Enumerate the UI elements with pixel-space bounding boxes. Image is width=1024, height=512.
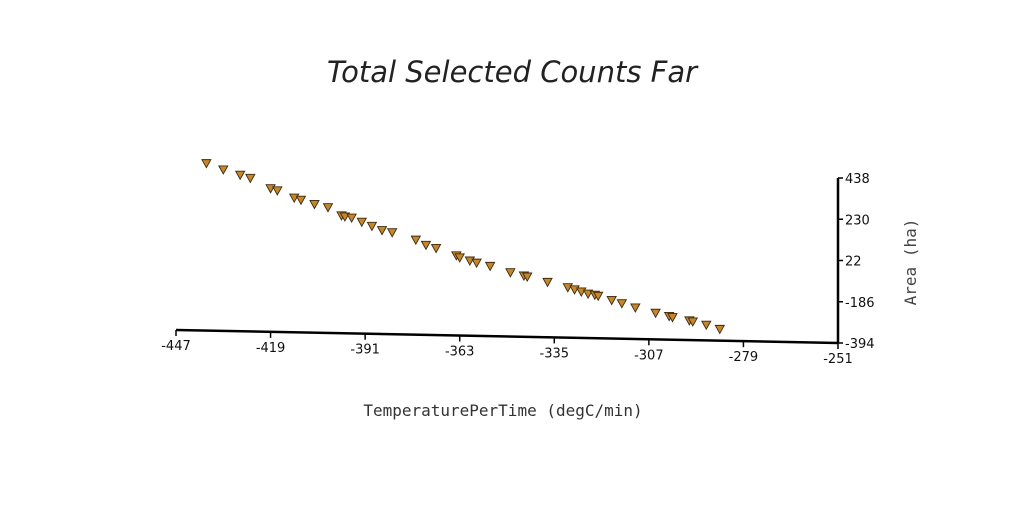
data-point	[346, 213, 357, 224]
x-axis-label: TemperaturePerTime (degC/min)	[363, 401, 642, 420]
x-tick-label: -391	[350, 343, 380, 358]
x-tick-label: -251	[823, 352, 853, 367]
chart-title: Total Selected Counts Far	[327, 55, 699, 89]
data-point	[420, 240, 432, 251]
x-axis-line	[175, 328, 839, 345]
data-point	[606, 296, 617, 306]
data-point	[376, 226, 388, 236]
x-tick-label: -419	[256, 341, 286, 356]
data-point	[201, 159, 212, 169]
y-tick-label: -186	[845, 296, 875, 311]
y-axis: -394 -186 22 230 438	[836, 172, 875, 352]
data-point	[234, 170, 246, 181]
data-point	[471, 258, 482, 269]
data-point	[630, 303, 641, 313]
y-tick-label: -394	[845, 337, 875, 352]
data-point	[295, 195, 307, 206]
data-points	[201, 159, 726, 335]
data-point	[701, 320, 712, 331]
data-point	[366, 221, 378, 232]
x-tick-label: -363	[445, 345, 475, 360]
data-point	[687, 317, 699, 327]
data-point	[386, 228, 398, 238]
x-tick-label: -279	[729, 350, 759, 365]
data-point	[667, 313, 678, 323]
y-axis-label: Area (ha)	[901, 219, 920, 306]
data-point	[650, 308, 661, 319]
data-point	[454, 253, 465, 263]
data-point	[616, 299, 628, 309]
data-point	[356, 217, 368, 228]
x-tick-label: -335	[540, 346, 570, 361]
data-point	[714, 324, 726, 335]
data-point	[522, 272, 533, 283]
data-point	[309, 199, 320, 210]
data-point	[245, 173, 256, 184]
data-point	[592, 291, 604, 302]
x-tick-label: -307	[634, 348, 664, 363]
data-point	[430, 243, 442, 254]
x-tick-label: -447	[161, 339, 191, 354]
data-point	[218, 165, 229, 175]
data-point	[410, 235, 422, 246]
y-tick-label: 438	[845, 172, 870, 187]
data-point	[484, 261, 496, 272]
data-point	[542, 277, 553, 288]
data-point	[505, 268, 516, 278]
data-point	[322, 203, 334, 213]
y-tick-label: 230	[845, 213, 870, 228]
x-axis: -447 -419 -391 -363 -335 -307 -279 -251	[161, 328, 853, 367]
data-point	[272, 186, 283, 196]
y-tick-label: 22	[845, 255, 862, 270]
